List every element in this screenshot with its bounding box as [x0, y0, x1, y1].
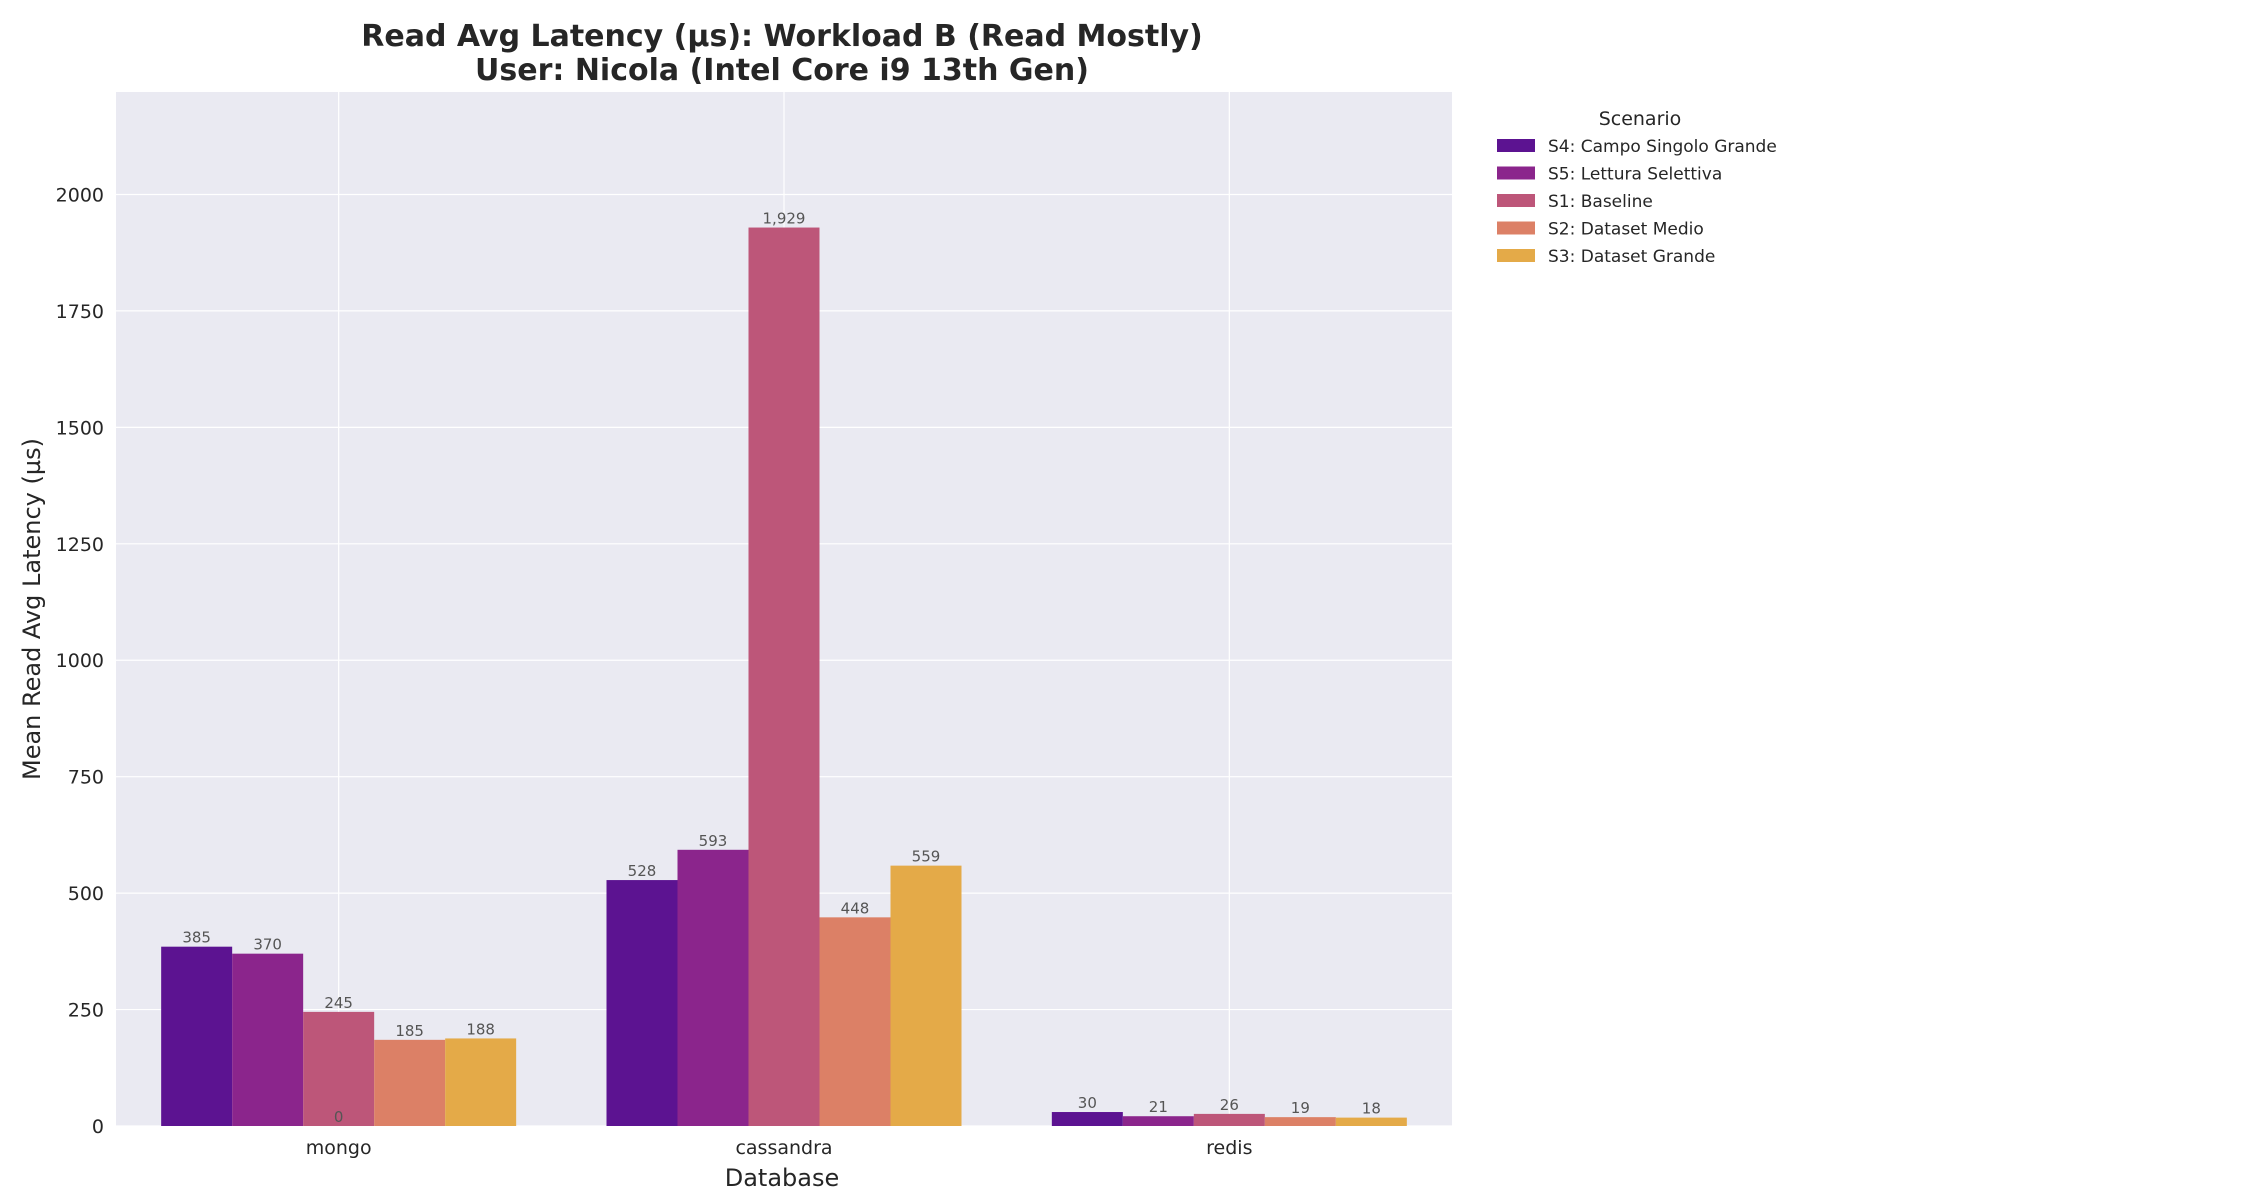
y-tick-label: 0 — [92, 1116, 104, 1138]
bar-mongo-s3 — [303, 1011, 375, 1126]
x-axis-label: Database — [725, 1164, 840, 1192]
y-axis-ticks: 0 250 500 750 1000 1250 1500 1750 2000 — [56, 184, 104, 1138]
y-tick-label: 1750 — [56, 301, 104, 323]
bar-label-mongo-s5: 188 — [466, 1020, 495, 1038]
bar-label-cassandra-s4: 448 — [841, 899, 870, 917]
bar-cassandra-s5 — [890, 865, 962, 1126]
bar-cassandra-s2 — [677, 849, 749, 1126]
bar-label-cassandra-s3: 1,929 — [763, 210, 806, 228]
bar-label-mongo-s2: 370 — [253, 936, 282, 954]
bar-mongo-s5 — [445, 1038, 517, 1126]
bar-label-cassandra-s5: 559 — [912, 848, 941, 866]
y-tick-label: 250 — [68, 1000, 104, 1022]
y-axis-label: Mean Read Avg Latency (µs) — [18, 438, 46, 780]
legend-swatch-s4 — [1497, 221, 1535, 235]
bar-mongo-s2 — [232, 953, 304, 1126]
y-tick-label: 500 — [68, 883, 104, 905]
bar-label-mongo-s1: 385 — [182, 929, 211, 947]
y-tick-label: 750 — [68, 767, 104, 789]
bar-label-cassandra-s1: 528 — [628, 862, 657, 880]
bar-redis-s3 — [1193, 1113, 1265, 1126]
bar-label-mongo-s4: 185 — [395, 1022, 424, 1040]
chart-title: Read Avg Latency (µs): Workload B (Read … — [361, 19, 1203, 54]
annotations: 0 — [334, 1108, 344, 1126]
bar-cassandra-s4 — [819, 917, 891, 1126]
legend-label-s3: S1: Baseline — [1548, 192, 1653, 212]
x-tick-label-mongo: mongo — [306, 1137, 372, 1159]
x-axis-ticks: mongo cassandra redis — [306, 1137, 1253, 1159]
legend-swatch-s2 — [1497, 166, 1535, 180]
bar-label-redis-s1: 30 — [1078, 1094, 1097, 1112]
x-tick-label-cassandra: cassandra — [735, 1137, 832, 1159]
bar-labels: 385 528 30 370 593 21 245 1,929 26 185 448 19 188 559… — [182, 210, 1381, 1118]
bar-mongo-s1 — [161, 946, 233, 1126]
bar-label-redis-s4: 19 — [1291, 1099, 1310, 1117]
bar-label-redis-s5: 18 — [1362, 1100, 1381, 1118]
y-tick-label: 1250 — [56, 534, 104, 556]
bar-cassandra-s1 — [606, 880, 678, 1126]
bar-label-redis-s2: 21 — [1149, 1098, 1168, 1116]
bar-label-cassandra-s2: 593 — [699, 832, 728, 850]
annotation-zero-label: 0 — [334, 1108, 344, 1126]
bar-redis-s1 — [1051, 1112, 1123, 1126]
legend-label-s4: S2: Dataset Medio — [1548, 220, 1704, 240]
legend-swatch-s3 — [1497, 194, 1535, 207]
legend: Scenario S4: Campo Singolo Grande S5: Let… — [1497, 108, 1777, 267]
legend-swatch-s1 — [1497, 139, 1535, 152]
bar-cassandra-s3 — [748, 227, 820, 1126]
legend-label-s2: S5: Lettura Selettiva — [1548, 165, 1722, 185]
bar-label-mongo-s3: 245 — [324, 994, 353, 1012]
legend-label-s1: S4: Campo Singolo Grande — [1548, 137, 1777, 157]
x-tick-label-redis: redis — [1206, 1137, 1252, 1159]
bar-mongo-s4 — [374, 1039, 446, 1126]
bar-redis-s5 — [1335, 1117, 1407, 1126]
bar-label-redis-s3: 26 — [1220, 1096, 1239, 1114]
legend-title: Scenario — [1599, 108, 1682, 130]
bar-redis-s4 — [1264, 1117, 1336, 1126]
y-tick-label: 1000 — [56, 650, 104, 672]
bars — [161, 227, 1407, 1126]
legend-swatch-s5 — [1497, 249, 1535, 262]
chart-subtitle: User: Nicola (Intel Core i9 13th Gen) — [475, 53, 1089, 88]
y-tick-label: 2000 — [56, 184, 104, 206]
legend-label-s5: S3: Dataset Grande — [1548, 247, 1715, 267]
bar-redis-s2 — [1122, 1116, 1194, 1126]
y-tick-label: 1500 — [56, 417, 104, 439]
